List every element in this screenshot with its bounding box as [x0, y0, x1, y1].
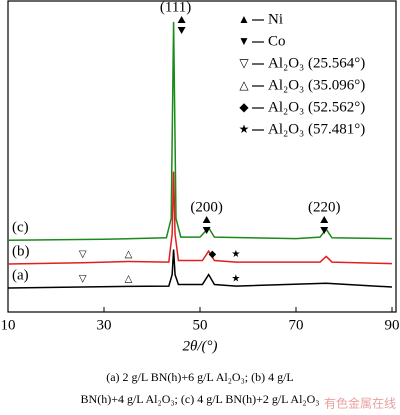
- series-label: (a): [12, 267, 29, 283]
- peak-marker: △: [125, 249, 133, 260]
- x-tick-label: 10: [1, 317, 16, 333]
- x-tick-label: 50: [193, 317, 208, 333]
- legend-label: Al₂O₃ (35.096°): [268, 77, 365, 93]
- x-tick-label: 90: [385, 317, 400, 333]
- ni-marker: [202, 216, 211, 223]
- caption: (a) 2 g/L BN(h)+6 g/L Al₂O₃; (b) 4 g/L: [106, 370, 294, 384]
- peak-marker: △: [125, 273, 133, 284]
- x-tick-label: 30: [97, 317, 112, 333]
- series-label: (c): [12, 220, 29, 236]
- legend-symbol: ▽: [239, 56, 249, 70]
- peak-marker: ◆: [208, 249, 216, 260]
- ni-marker: [177, 16, 186, 23]
- series-line: [7, 249, 393, 289]
- series-line: [7, 171, 393, 265]
- caption: BN(h)+4 g/L Al₂O₃; (c) 4 g/L BN(h)+2 g/L…: [81, 392, 320, 406]
- peak-label: (111): [160, 0, 191, 15]
- x-tick-label: 70: [289, 317, 304, 333]
- legend-symbol: ★: [239, 122, 250, 136]
- peak-label: (200): [190, 199, 223, 215]
- peak-label: (220): [308, 199, 341, 215]
- co-marker: [320, 227, 329, 234]
- co-marker: [202, 227, 211, 234]
- plot-frame: [7, 0, 397, 313]
- legend-symbol: ◆: [239, 100, 249, 114]
- ni-marker: [320, 216, 329, 223]
- legend-label: Al₂O₃ (52.562°): [268, 99, 365, 115]
- peak-marker: ▽: [79, 273, 87, 284]
- legend-symbol: ▼: [238, 34, 250, 48]
- co-marker: [177, 27, 186, 34]
- legend-label: Al₂O₃ (57.481°): [268, 121, 365, 137]
- peak-marker: ▽: [79, 249, 87, 260]
- legend-label: Co: [268, 33, 286, 49]
- x-axis-label: 2θ/(°): [182, 338, 217, 354]
- watermark: 有色金属在线: [324, 396, 396, 411]
- legend-label: Al₂O₃ (25.564°): [268, 55, 365, 71]
- peak-marker: ★: [231, 249, 240, 260]
- series-label: (b): [12, 243, 30, 259]
- legend-symbol: ▲: [238, 12, 250, 26]
- legend-symbol: △: [239, 78, 249, 92]
- peak-marker: ★: [231, 273, 240, 284]
- legend-label: Ni: [268, 11, 283, 27]
